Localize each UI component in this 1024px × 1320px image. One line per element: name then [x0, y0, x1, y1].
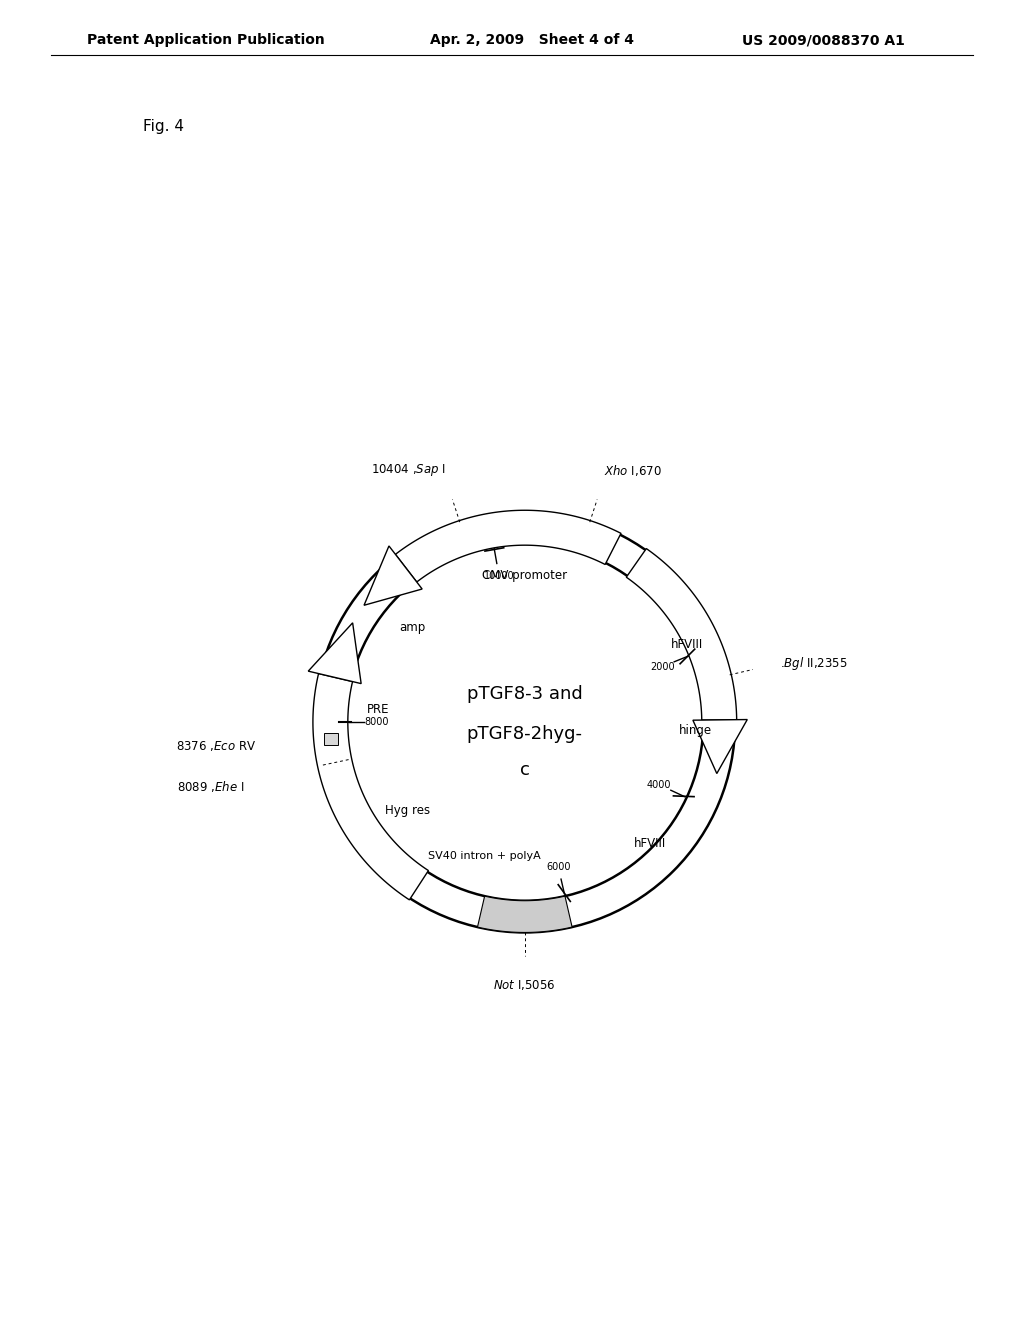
Text: 6000: 6000: [546, 862, 570, 871]
Text: 8000: 8000: [365, 717, 389, 727]
Text: .$\it{Bgl}$ II,2355: .$\it{Bgl}$ II,2355: [780, 655, 848, 672]
Polygon shape: [547, 513, 607, 558]
Bar: [324, 733, 338, 746]
Text: 4000: 4000: [647, 780, 672, 789]
Text: Hyg res: Hyg res: [385, 804, 430, 817]
Text: pTGF8-3 and: pTGF8-3 and: [467, 685, 583, 704]
Text: Apr. 2, 2009   Sheet 4 of 4: Apr. 2, 2009 Sheet 4 of 4: [430, 33, 634, 48]
Text: $\it{Xho}$ I,670: $\it{Xho}$ I,670: [604, 463, 662, 478]
Polygon shape: [395, 511, 621, 582]
Polygon shape: [477, 896, 572, 932]
Text: CMV promoter: CMV promoter: [482, 569, 567, 582]
Text: 8376 ,$\it{Eco}$ RV: 8376 ,$\it{Eco}$ RV: [176, 739, 256, 752]
Text: pTGF8-2hyg-: pTGF8-2hyg-: [467, 725, 583, 743]
Text: SV40 intron + polyA: SV40 intron + polyA: [428, 850, 541, 861]
Text: hinge: hinge: [679, 723, 713, 737]
Polygon shape: [693, 719, 748, 774]
Text: amp: amp: [399, 622, 425, 635]
Text: 10404 ,$\it{Sap}$ I: 10404 ,$\it{Sap}$ I: [371, 462, 445, 478]
Polygon shape: [308, 623, 361, 684]
Polygon shape: [627, 549, 736, 721]
Text: hFVIII: hFVIII: [671, 638, 702, 651]
Polygon shape: [313, 673, 428, 900]
Text: 10000: 10000: [483, 572, 514, 581]
Text: Fig. 4: Fig. 4: [143, 119, 184, 133]
Text: US 2009/0088370 A1: US 2009/0088370 A1: [742, 33, 905, 48]
Text: c: c: [520, 760, 529, 779]
Text: $\it{Not}$ I,5056: $\it{Not}$ I,5056: [494, 978, 556, 993]
Text: PRE: PRE: [368, 702, 390, 715]
Polygon shape: [365, 546, 422, 606]
Text: Patent Application Publication: Patent Application Publication: [87, 33, 325, 48]
Text: 2000: 2000: [650, 661, 675, 672]
Text: hFVIII: hFVIII: [634, 837, 666, 850]
Text: 8089 ,$\it{Ehe}$ I: 8089 ,$\it{Ehe}$ I: [177, 779, 244, 795]
